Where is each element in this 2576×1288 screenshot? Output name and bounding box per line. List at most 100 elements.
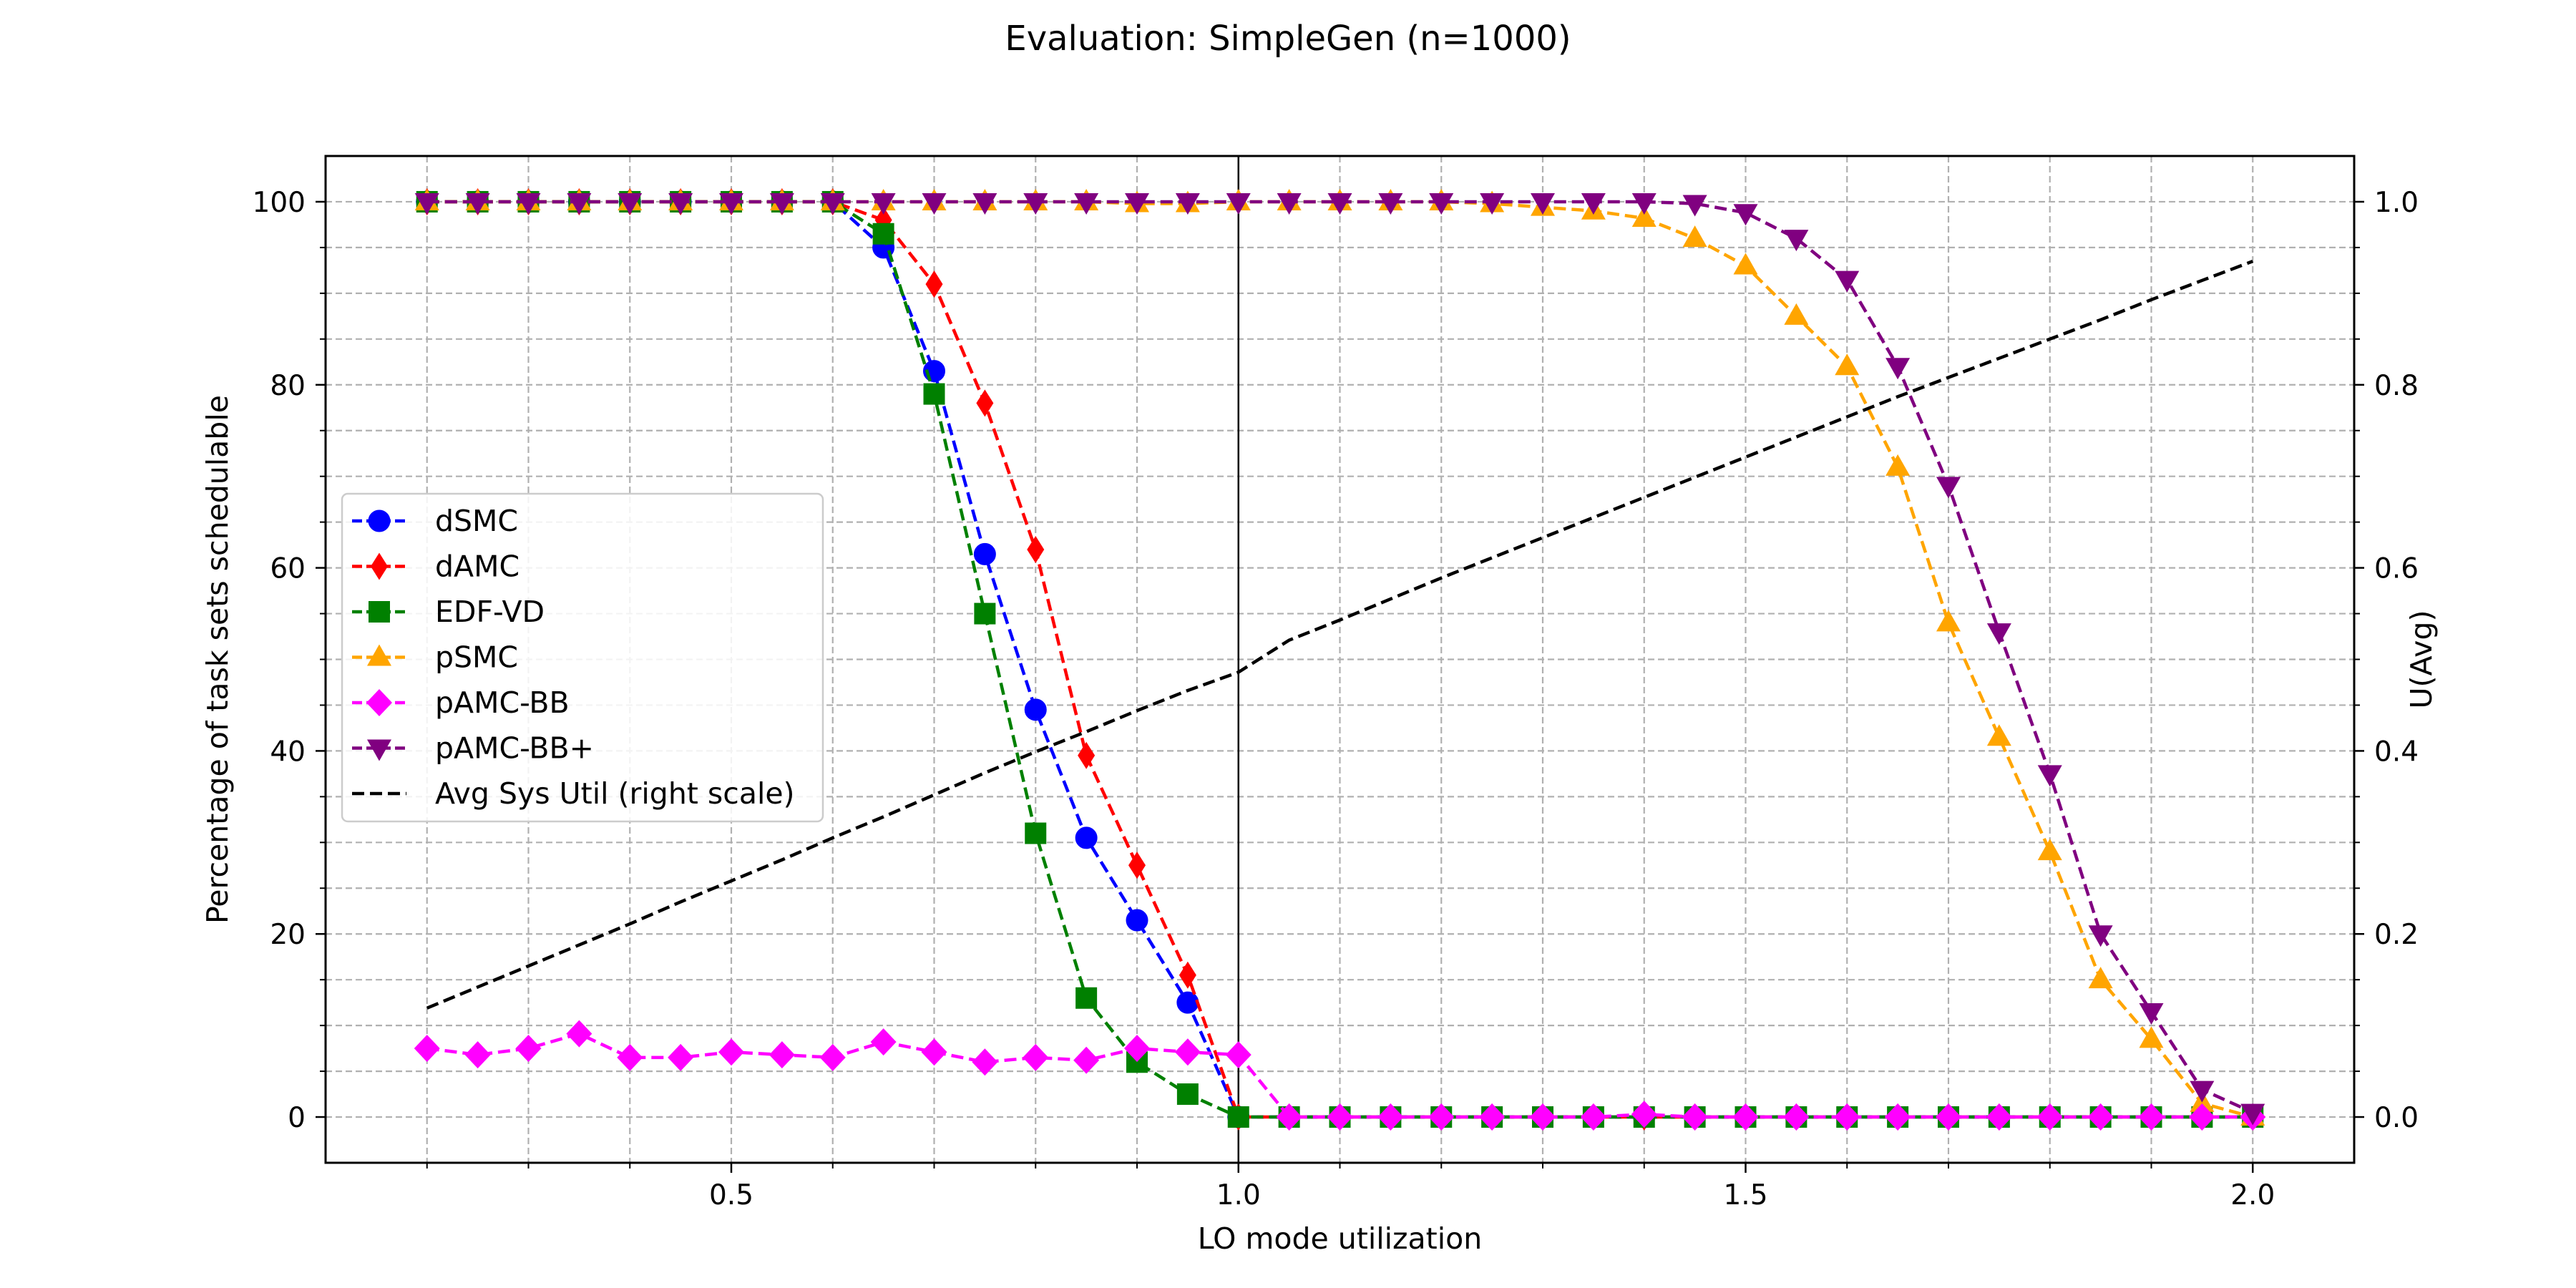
data-point — [2087, 1103, 2114, 1131]
data-point — [1530, 1103, 1556, 1131]
data-point — [1179, 961, 1196, 989]
data-point — [1986, 1103, 2012, 1131]
legend-label: EDF-VD — [435, 595, 545, 629]
data-point — [2138, 1103, 2165, 1131]
data-point — [1986, 623, 2011, 645]
data-point — [1024, 698, 1047, 721]
data-point — [1128, 852, 1146, 879]
data-point — [1732, 1103, 1759, 1131]
data-point — [1783, 1103, 1810, 1131]
data-point — [414, 192, 439, 215]
data-point — [1581, 192, 1606, 215]
y-tick-label: 80 — [270, 370, 306, 402]
data-point — [516, 192, 541, 215]
data-point — [1429, 192, 1454, 215]
data-point — [769, 192, 794, 215]
data-point — [2036, 1103, 2063, 1131]
data-point — [1631, 1101, 1657, 1128]
data-point — [2088, 925, 2113, 947]
data-point — [465, 192, 490, 215]
data-point — [618, 192, 643, 215]
plot-area — [414, 156, 2266, 1163]
y2-tick-label: 0.2 — [2374, 919, 2419, 951]
legend-label: dAMC — [435, 550, 519, 584]
data-point — [870, 1028, 897, 1056]
data-point — [1027, 536, 1045, 564]
y2-axis-label: U(Avg) — [2404, 610, 2439, 709]
legend-swatch-marker — [367, 739, 391, 761]
data-point — [1428, 1103, 1455, 1131]
data-point — [566, 1020, 592, 1048]
legend-item: pAMC-BB+ — [352, 731, 594, 766]
data-point — [1226, 192, 1251, 215]
data-point — [1479, 1103, 1506, 1131]
y2-tick-label: 0.8 — [2374, 370, 2419, 402]
data-point — [1227, 1106, 1249, 1128]
data-point — [1377, 1103, 1404, 1131]
data-point — [1176, 991, 1199, 1014]
data-point — [2088, 967, 2113, 989]
series-pamc-bb — [414, 1020, 2266, 1131]
legend-item: Avg Sys Util (right scale) — [352, 776, 795, 811]
data-point — [1682, 195, 1707, 217]
data-point — [872, 223, 894, 245]
data-point — [1885, 454, 1911, 476]
data-point — [1124, 1035, 1150, 1063]
y-tick-label: 0 — [288, 1102, 306, 1134]
data-point — [1784, 303, 1809, 325]
y-tick-label: 20 — [270, 919, 306, 951]
data-point — [1885, 358, 1911, 380]
series-avg-sys-util-right-scale- — [426, 259, 2254, 1010]
data-point — [2037, 765, 2062, 787]
data-point — [1834, 1103, 1860, 1131]
data-point — [2139, 1026, 2164, 1048]
data-point — [1631, 205, 1657, 227]
data-point — [668, 1043, 694, 1071]
data-point — [1078, 741, 1096, 769]
data-point — [976, 389, 994, 417]
data-point — [2190, 1080, 2215, 1103]
data-point — [1835, 353, 1860, 376]
x-tick-label: 0.5 — [709, 1179, 753, 1211]
legend-swatch-marker — [367, 644, 391, 666]
legend-item: pSMC — [352, 640, 518, 675]
y2-tick-label: 0.6 — [2374, 553, 2419, 585]
data-point — [871, 192, 896, 215]
data-point — [769, 1041, 795, 1069]
y-tick-label: 40 — [270, 736, 306, 768]
data-point — [1936, 477, 1961, 499]
data-point — [972, 1048, 998, 1076]
data-point — [1682, 1103, 1708, 1131]
data-point — [974, 602, 996, 625]
data-point — [1025, 822, 1047, 844]
legend-swatch-marker — [371, 552, 388, 580]
data-point — [1175, 192, 1200, 215]
legend-item: EDF-VD — [352, 595, 545, 629]
y2-tick-label: 1.0 — [2374, 187, 2419, 219]
data-point — [1733, 253, 1758, 275]
data-point — [925, 270, 943, 298]
data-point — [1126, 909, 1148, 932]
data-point — [923, 383, 945, 405]
data-point — [1125, 192, 1149, 215]
legend-label: pAMC-BB+ — [435, 731, 594, 766]
data-point — [2139, 1002, 2164, 1025]
y-tick-label: 100 — [253, 187, 306, 219]
legend-item: dSMC — [352, 504, 518, 538]
data-point — [1174, 1038, 1201, 1066]
data-point — [668, 192, 693, 215]
data-point — [922, 192, 947, 215]
data-point — [719, 192, 743, 215]
x-axis-label: LO mode utilization — [1198, 1221, 1482, 1256]
data-point — [1885, 1103, 1911, 1131]
data-point — [1176, 1083, 1199, 1106]
data-point — [617, 1043, 643, 1071]
data-point — [1225, 1041, 1252, 1069]
data-point — [1075, 826, 1098, 849]
data-point — [1631, 192, 1657, 215]
y2-tick-label: 0.0 — [2374, 1102, 2419, 1134]
data-point — [2240, 1103, 2265, 1126]
series-pamc-bb- — [414, 192, 2265, 1126]
series-line — [426, 259, 2254, 1010]
